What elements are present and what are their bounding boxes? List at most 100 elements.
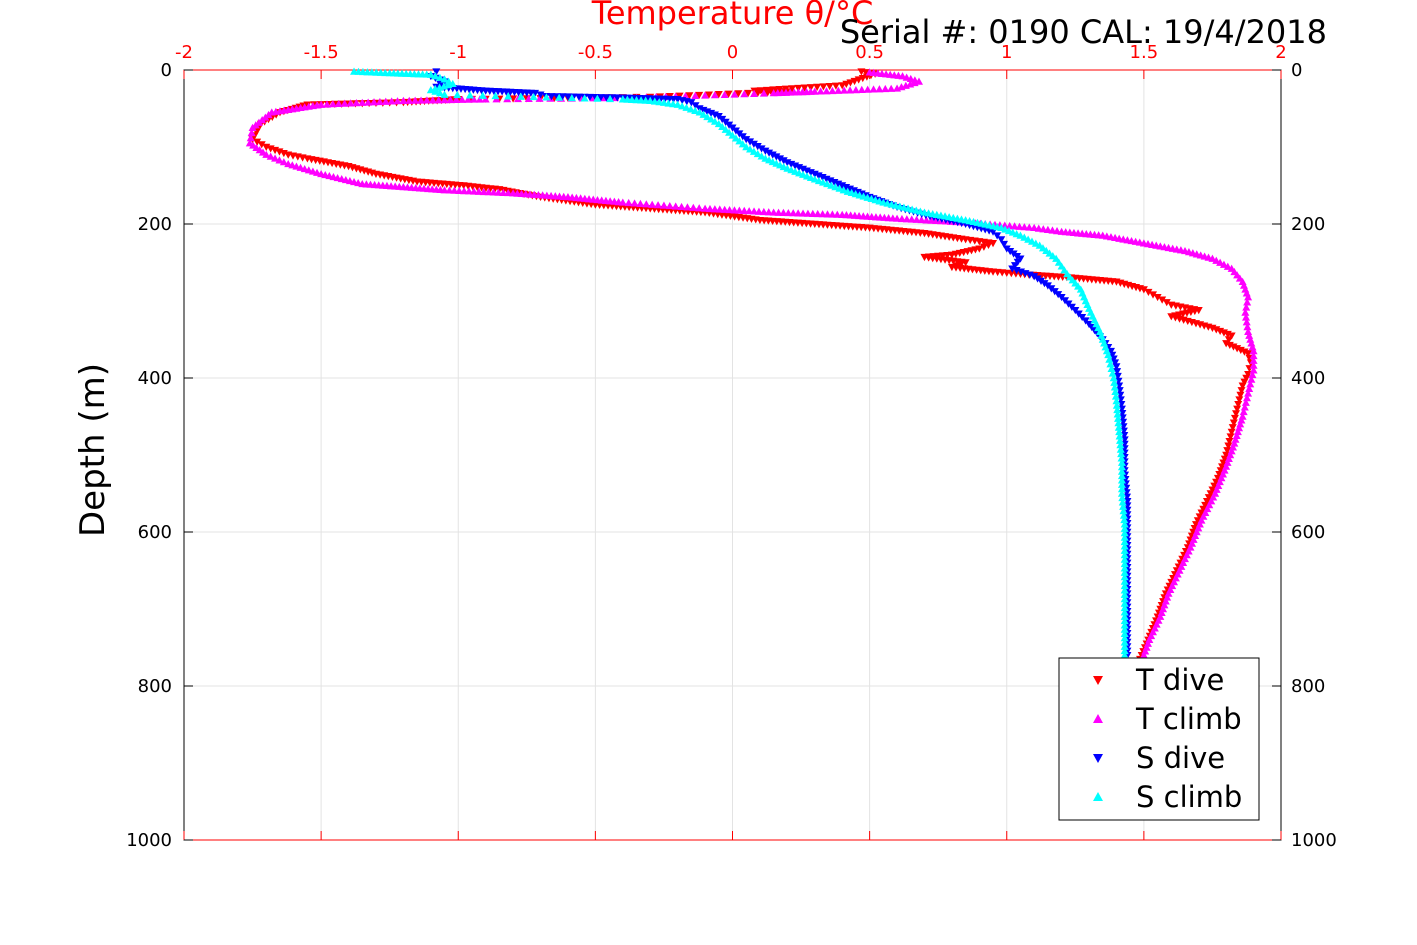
data-point xyxy=(742,143,751,151)
data-point xyxy=(435,83,444,91)
data-point xyxy=(426,86,435,94)
data-point xyxy=(881,84,890,93)
data-point xyxy=(479,187,488,196)
data-point xyxy=(1114,414,1123,422)
data-point xyxy=(491,91,500,100)
data-point xyxy=(1120,524,1129,532)
data-point xyxy=(1111,392,1120,400)
data-point xyxy=(1120,564,1129,572)
data-point xyxy=(745,207,754,215)
data-point xyxy=(1120,537,1129,546)
data-point xyxy=(1113,405,1122,414)
data-point xyxy=(444,77,453,85)
data-point xyxy=(1204,494,1213,502)
data-point xyxy=(1225,437,1234,446)
data-point xyxy=(687,99,696,107)
data-point xyxy=(825,82,834,91)
data-point xyxy=(440,90,449,98)
data-point xyxy=(769,89,778,97)
data-point xyxy=(469,95,478,103)
data-point xyxy=(746,138,755,146)
data-point xyxy=(1242,374,1251,382)
data-point xyxy=(1243,322,1252,331)
data-point xyxy=(1112,363,1121,371)
data-point xyxy=(1245,384,1254,392)
data-point xyxy=(262,150,271,158)
data-point xyxy=(1224,442,1233,450)
data-point xyxy=(768,151,777,159)
legend-box xyxy=(1058,657,1260,821)
data-point xyxy=(1117,463,1126,471)
data-point xyxy=(1237,387,1246,395)
data-point xyxy=(370,98,379,106)
data-point xyxy=(1120,551,1129,559)
data-point xyxy=(1206,490,1215,498)
data-point xyxy=(1120,515,1129,524)
data-point xyxy=(279,158,288,166)
data-point xyxy=(1020,223,1029,231)
data-point xyxy=(822,87,831,95)
data-point xyxy=(695,108,704,116)
data-point xyxy=(701,91,710,99)
data-point xyxy=(740,90,749,98)
x-tick-label: -2 xyxy=(175,42,193,63)
data-point xyxy=(393,97,402,105)
data-point xyxy=(613,94,622,102)
data-point xyxy=(1120,595,1129,603)
data-point xyxy=(863,85,872,93)
data-point xyxy=(1244,350,1253,358)
data-point xyxy=(840,86,849,94)
data-point xyxy=(1120,555,1129,563)
data-point xyxy=(1233,405,1242,413)
data-point xyxy=(689,203,698,211)
data-point xyxy=(1120,573,1129,581)
data-point xyxy=(735,137,744,145)
legend-label: T climb xyxy=(1135,702,1242,736)
data-point xyxy=(1224,336,1233,344)
data-point xyxy=(1119,511,1128,519)
data-point xyxy=(659,201,668,209)
data-point xyxy=(494,188,503,196)
data-point xyxy=(453,90,462,99)
data-point xyxy=(779,157,788,165)
data-point xyxy=(705,204,714,213)
data-point xyxy=(1115,427,1124,436)
data-point xyxy=(1120,577,1129,585)
data-point xyxy=(364,98,373,106)
data-point xyxy=(1227,428,1236,436)
y-tick-label-right: 600 xyxy=(1291,522,1325,543)
data-point xyxy=(1117,458,1126,466)
data-point xyxy=(671,202,680,210)
data-point xyxy=(1120,599,1129,607)
data-point xyxy=(1232,410,1241,418)
data-point xyxy=(1238,382,1247,390)
data-point xyxy=(399,96,408,104)
data-point xyxy=(563,93,572,101)
data-point xyxy=(721,125,730,133)
data-point xyxy=(504,188,513,197)
data-point xyxy=(1246,335,1255,343)
data-point xyxy=(606,94,615,103)
data-point xyxy=(744,89,753,98)
data-point xyxy=(602,94,611,102)
data-point xyxy=(714,119,723,128)
data-point xyxy=(710,205,719,213)
data-point xyxy=(1120,634,1129,642)
data-point xyxy=(431,72,440,80)
data-point xyxy=(257,141,266,149)
data-point xyxy=(1120,621,1129,629)
data-point xyxy=(710,117,719,125)
legend-label: T dive xyxy=(1135,663,1224,697)
data-point xyxy=(1195,513,1204,521)
data-point xyxy=(248,123,257,131)
data-point xyxy=(1005,221,1014,230)
y-tick-label-right: 400 xyxy=(1291,368,1325,389)
data-point xyxy=(678,102,687,110)
data-point xyxy=(334,99,343,108)
data-point xyxy=(1249,366,1258,374)
data-point xyxy=(757,145,766,153)
data-point xyxy=(1111,387,1120,396)
data-point xyxy=(749,147,758,155)
data-point xyxy=(1110,383,1119,391)
data-point xyxy=(439,82,448,90)
